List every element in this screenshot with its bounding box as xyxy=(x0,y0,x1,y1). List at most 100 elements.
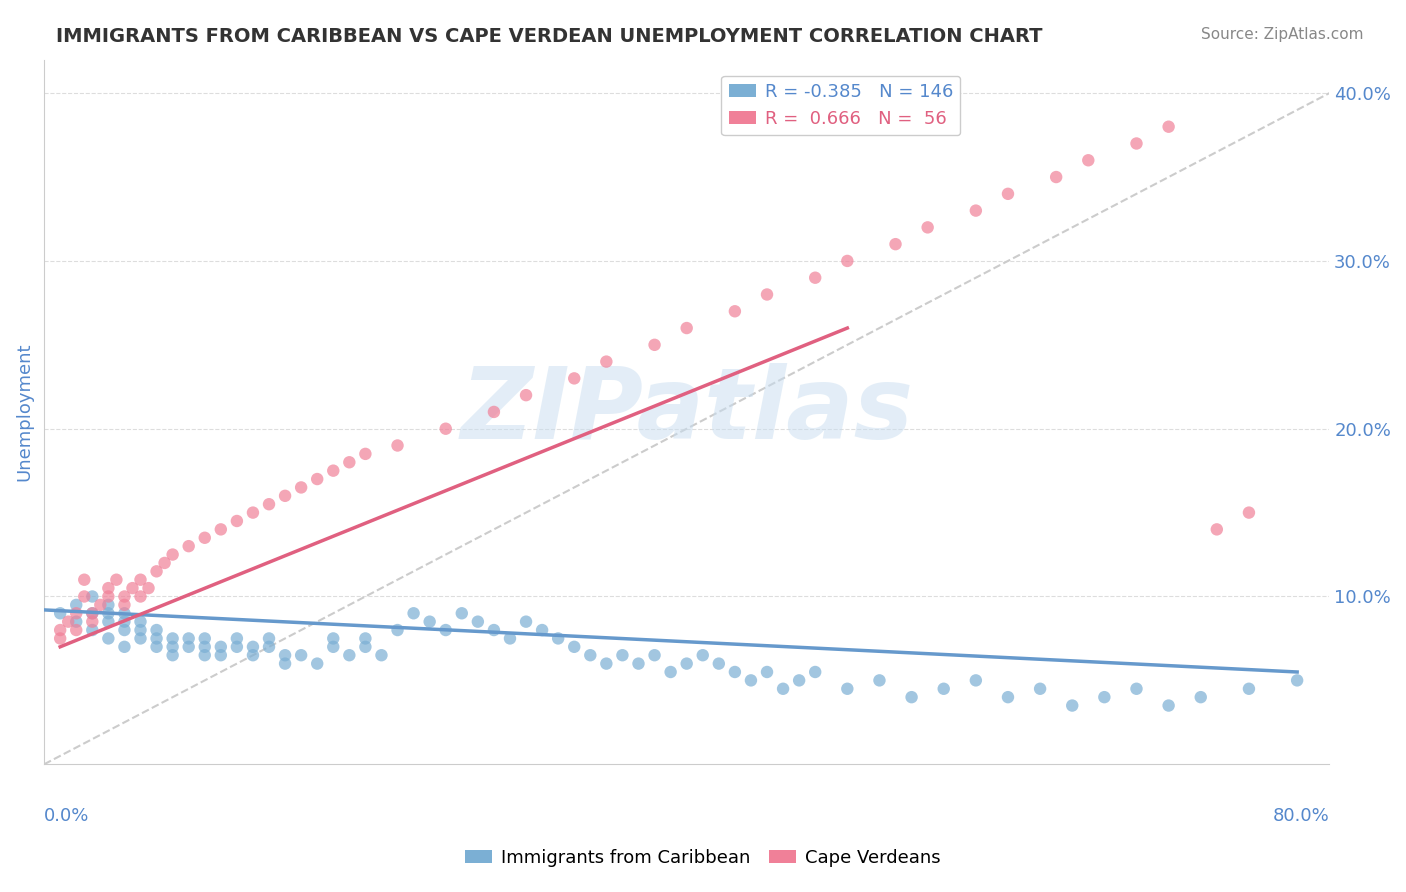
Point xyxy=(370,648,392,663)
Point xyxy=(162,648,184,663)
Point xyxy=(675,657,697,671)
Point xyxy=(73,590,96,604)
Point xyxy=(97,598,120,612)
Point xyxy=(837,681,859,696)
Point xyxy=(129,573,152,587)
Point xyxy=(450,607,472,621)
Point xyxy=(1125,136,1147,151)
Point xyxy=(225,514,247,528)
Point xyxy=(515,388,537,402)
Point xyxy=(997,186,1019,201)
Point xyxy=(1205,522,1227,536)
Point xyxy=(1189,690,1212,705)
Point xyxy=(612,648,634,663)
Point xyxy=(49,607,72,621)
Point xyxy=(627,657,650,671)
Point xyxy=(595,354,617,368)
Point xyxy=(387,623,409,637)
Point xyxy=(73,573,96,587)
Point xyxy=(257,497,280,511)
Point xyxy=(965,203,987,218)
Point xyxy=(1092,690,1115,705)
Point xyxy=(58,615,80,629)
Point xyxy=(917,220,939,235)
Point xyxy=(49,623,72,637)
Point xyxy=(804,665,827,679)
Point xyxy=(97,581,120,595)
Point xyxy=(1125,681,1147,696)
Point xyxy=(772,681,794,696)
Point xyxy=(724,665,747,679)
Point xyxy=(129,632,152,646)
Point xyxy=(675,321,697,335)
Point xyxy=(49,632,72,646)
Point xyxy=(89,598,111,612)
Point xyxy=(932,681,955,696)
Point xyxy=(65,615,87,629)
Point xyxy=(82,607,104,621)
Point xyxy=(419,615,441,629)
Point xyxy=(307,472,329,486)
Point xyxy=(434,422,457,436)
Point xyxy=(145,632,167,646)
Point xyxy=(499,632,522,646)
Point xyxy=(194,531,217,545)
Point xyxy=(114,640,136,654)
Point xyxy=(82,615,104,629)
Point xyxy=(114,598,136,612)
Point xyxy=(354,640,377,654)
Point xyxy=(257,640,280,654)
Point xyxy=(225,632,247,646)
Point xyxy=(467,615,489,629)
Point xyxy=(209,522,232,536)
Point xyxy=(644,648,666,663)
Point xyxy=(225,640,247,654)
Point xyxy=(997,690,1019,705)
Point xyxy=(787,673,810,688)
Point xyxy=(387,438,409,452)
Point xyxy=(162,632,184,646)
Point xyxy=(274,489,297,503)
Point xyxy=(97,607,120,621)
Point xyxy=(837,254,859,268)
Point xyxy=(65,607,87,621)
Point xyxy=(290,480,312,494)
Point xyxy=(114,590,136,604)
Point xyxy=(153,556,176,570)
Point xyxy=(562,371,585,385)
Point xyxy=(177,632,200,646)
Point xyxy=(162,640,184,654)
Point xyxy=(1286,673,1309,688)
Point xyxy=(65,623,87,637)
Point xyxy=(162,548,184,562)
Point xyxy=(1237,681,1260,696)
Point xyxy=(105,573,128,587)
Legend: Immigrants from Caribbean, Cape Verdeans: Immigrants from Caribbean, Cape Verdeans xyxy=(458,842,948,874)
Point xyxy=(257,632,280,646)
Point xyxy=(1029,681,1052,696)
Point xyxy=(290,648,312,663)
Point xyxy=(129,615,152,629)
Point xyxy=(121,581,143,595)
Point xyxy=(82,590,104,604)
Point xyxy=(114,615,136,629)
Point xyxy=(354,447,377,461)
Point xyxy=(337,455,360,469)
Point xyxy=(579,648,602,663)
Point xyxy=(562,640,585,654)
Point xyxy=(274,648,297,663)
Point xyxy=(97,632,120,646)
Point xyxy=(82,623,104,637)
Point xyxy=(242,648,264,663)
Point xyxy=(138,581,160,595)
Point xyxy=(1157,120,1180,134)
Point xyxy=(1157,698,1180,713)
Point xyxy=(209,640,232,654)
Point xyxy=(145,623,167,637)
Point xyxy=(515,615,537,629)
Point xyxy=(82,607,104,621)
Point xyxy=(242,640,264,654)
Point xyxy=(209,648,232,663)
Point xyxy=(97,615,120,629)
Text: IMMIGRANTS FROM CARIBBEAN VS CAPE VERDEAN UNEMPLOYMENT CORRELATION CHART: IMMIGRANTS FROM CARIBBEAN VS CAPE VERDEA… xyxy=(56,27,1043,45)
